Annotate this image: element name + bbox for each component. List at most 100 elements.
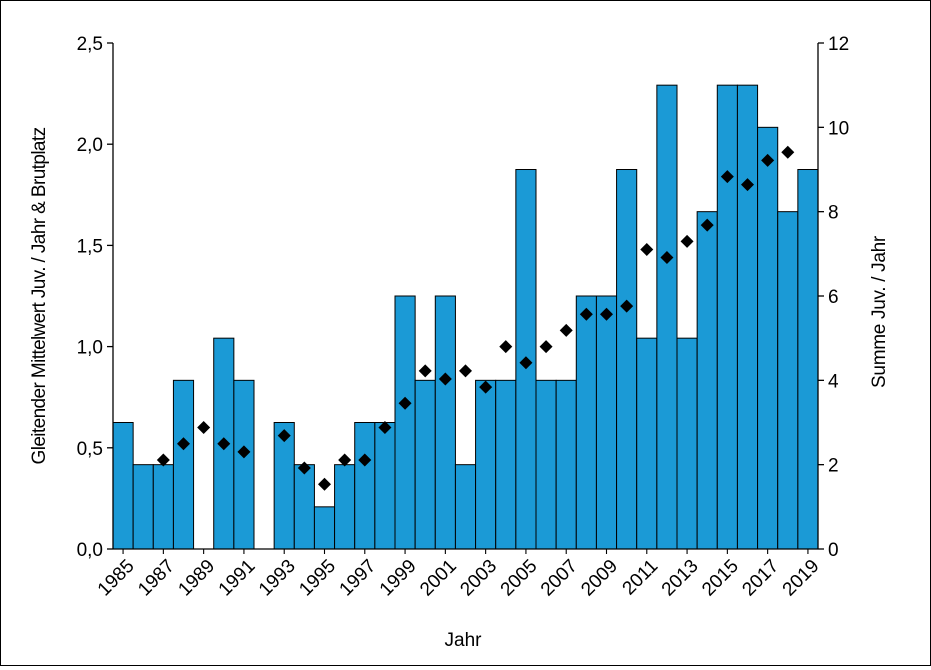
bar-1985 [112,422,134,550]
x-tick-label: 1997 [336,556,381,601]
point-1990 [217,437,231,451]
x-tick-label: 2005 [497,556,542,601]
bar-series [112,84,819,550]
bar-2015 [716,84,738,550]
bar-1999 [394,295,416,550]
x-tick-label: 1991 [215,556,260,601]
point-2005 [519,356,533,370]
point-2010 [620,299,634,313]
y-tick-label-right: 8 [828,203,839,224]
bar-2013 [676,337,698,550]
y-axis-title-right: Summe Juv. / Jahr [869,235,890,388]
point-1988 [177,437,190,451]
point-2001 [438,372,452,386]
bar-2016 [736,84,759,550]
x-tick-label: 1987 [134,556,179,601]
bar-1987 [152,464,174,550]
bar-2001 [434,295,456,550]
x-tick-label: 2001 [416,556,461,601]
y-tick-label-right: 2 [828,456,839,477]
bar-2017 [757,126,779,550]
bar-1986 [132,464,154,550]
bar-1998 [374,422,396,550]
x-tick-label: 1995 [295,556,340,601]
x-tick-label: 2015 [698,556,743,601]
y-tick-label-right: 6 [828,287,839,308]
y-tick-label-right: 4 [828,371,839,392]
point-1998 [378,421,392,435]
point-1987 [156,453,170,467]
point-2014 [700,218,714,232]
x-tick-label: 2009 [577,556,622,601]
y-tick-label-left: 2,0 [77,135,103,156]
y-tick-label-right: 0 [828,540,839,561]
y-tick-label-left: 1,5 [77,236,103,257]
bar-2000 [414,379,436,550]
point-1991 [237,445,251,459]
bar-2011 [636,337,658,550]
bar-1994 [293,464,315,550]
point-2012 [660,251,674,265]
bar-2010 [616,169,638,550]
point-2011 [640,242,654,256]
point-2007 [559,323,573,337]
bar-2012 [656,84,678,550]
point-2004 [499,340,513,354]
x-tick-label: 1999 [376,556,421,601]
bar-1988 [172,379,195,550]
x-tick-label: 2017 [738,556,783,601]
point-2013 [680,234,694,248]
point-1993 [277,429,291,443]
point-2016 [741,178,754,192]
moving-average-series [156,145,795,491]
point-2009 [600,307,613,321]
point-2018 [781,145,795,159]
point-2000 [418,364,432,378]
bar-2009 [595,295,618,550]
y-tick-label-left: 1,0 [77,338,103,359]
bar-2007 [555,379,577,550]
point-1997 [358,453,372,467]
x-tick-label: 1985 [94,556,139,601]
bar-2014 [696,211,718,550]
point-1999 [398,396,412,410]
point-2002 [459,364,472,378]
axis-labels: Jahr Gleitender Mittelwert Juv. / Jahr &… [29,127,890,651]
point-2006 [539,340,553,354]
x-tick-label: 2003 [456,556,501,601]
bar-2002 [454,464,477,550]
bar-2008 [575,295,597,550]
y-tick-label-left: 0,5 [77,439,103,460]
point-1996 [338,453,352,467]
bar-1991 [233,379,255,550]
y-tick-label-right: 10 [828,118,849,139]
bar-2019 [797,169,819,550]
x-tick-label: 2007 [537,556,582,601]
x-tick-label: 2013 [658,556,703,601]
point-2003 [479,380,493,394]
y-axis-title-left: Gleitender Mittelwert Juv. / Jahr & Brut… [29,127,50,464]
point-2008 [579,307,593,321]
bar-1995 [313,506,336,550]
x-tick-label: 1989 [174,556,219,601]
bar-1997 [354,422,376,550]
x-tick-label: 2019 [779,556,824,601]
point-1994 [297,461,311,475]
y-tick-label-left: 2,5 [77,34,103,55]
x-axis-title: Jahr [445,630,483,651]
x-tick-label: 2011 [619,556,663,600]
bar-2004 [495,379,517,550]
bar-2003 [475,379,497,550]
y-tick-label-right: 12 [828,34,849,55]
bar-2018 [777,211,799,550]
point-1995 [318,477,331,491]
bar-2006 [535,379,557,550]
y-tick-label-left: 0,0 [77,540,103,561]
point-2015 [720,170,734,184]
point-2017 [761,153,775,167]
x-tick-label: 1993 [255,556,300,601]
point-1989 [197,421,211,435]
bar-1996 [334,464,356,550]
